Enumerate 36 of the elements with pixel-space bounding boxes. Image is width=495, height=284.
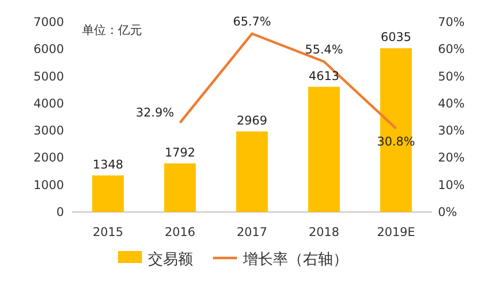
legend-label: 交易额 (148, 250, 193, 268)
data-label: 55.4% (304, 42, 344, 57)
data-label: 32.9% (136, 106, 174, 120)
y2-tick-label: 0% (438, 205, 458, 219)
data-label: 65.7% (232, 14, 272, 29)
y2-tick-label: 40% (438, 96, 465, 110)
y2-tick-label: 70% (438, 15, 465, 29)
y2-tick-label: 30% (438, 124, 465, 138)
x-tick-label: 2019E (376, 225, 416, 239)
y2-tick-label: 10% (438, 178, 465, 192)
legend-label: 增长率（右轴） (242, 250, 348, 268)
y-tick-label: 4000 (33, 96, 64, 110)
y-tick-label: 7000 (33, 15, 64, 29)
data-label: 4613 (308, 68, 340, 83)
bar (308, 86, 340, 212)
data-label: 2969 (236, 113, 268, 128)
y-tick-label: 1000 (33, 178, 64, 192)
data-label: 6035 (380, 30, 412, 44)
bar (164, 163, 196, 212)
y-tick-label: 6000 (33, 42, 64, 56)
bar (92, 175, 124, 212)
y2-tick-label: 60% (438, 42, 465, 56)
x-tick-label: 2016 (164, 225, 196, 239)
x-tick-label: 2015 (92, 225, 124, 239)
data-label: 1348 (92, 157, 124, 172)
x-tick-label: 2018 (308, 225, 340, 239)
data-label: 1792 (164, 145, 196, 160)
x-tick-label: 2017 (236, 225, 268, 239)
y-tick-label: 0 (56, 205, 64, 219)
y2-tick-label: 50% (438, 69, 465, 84)
y2-tick-label: 20% (438, 150, 465, 165)
annotation: 单位：亿元 (82, 23, 142, 37)
y-tick-label: 2000 (33, 150, 64, 165)
y-tick-label: 3000 (33, 124, 64, 138)
bar (236, 131, 268, 212)
y-tick-label: 5000 (33, 69, 64, 84)
